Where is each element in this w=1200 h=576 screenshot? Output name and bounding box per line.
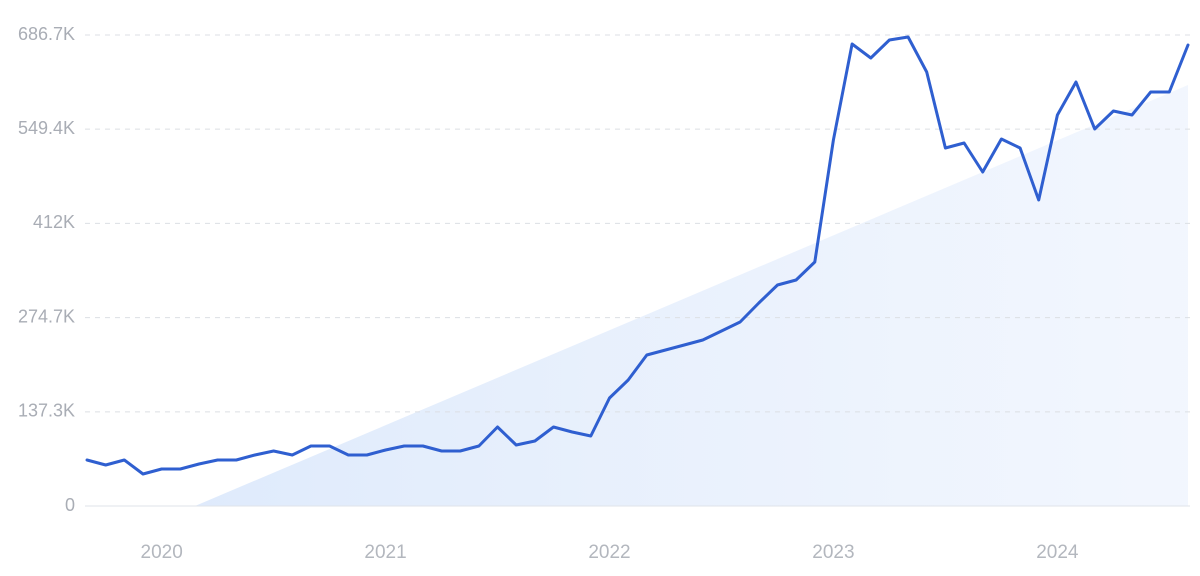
- trend-area: [195, 85, 1188, 506]
- y-tick-label: 686.7K: [18, 24, 75, 44]
- y-tick-label: 137.3K: [18, 401, 75, 421]
- y-tick-label: 0: [65, 495, 75, 515]
- x-tick-label: 2023: [812, 542, 854, 563]
- x-tick-label: 2024: [1036, 542, 1079, 563]
- y-tick-label: 412K: [33, 212, 75, 232]
- x-tick-label: 2020: [141, 542, 183, 563]
- series-line: [85, 35, 1190, 476]
- x-tick-label: 2022: [588, 542, 630, 563]
- x-tick-label: 2021: [364, 542, 406, 563]
- y-tick-label: 549.4K: [18, 118, 75, 138]
- y-tick-label: 274.7K: [18, 306, 75, 326]
